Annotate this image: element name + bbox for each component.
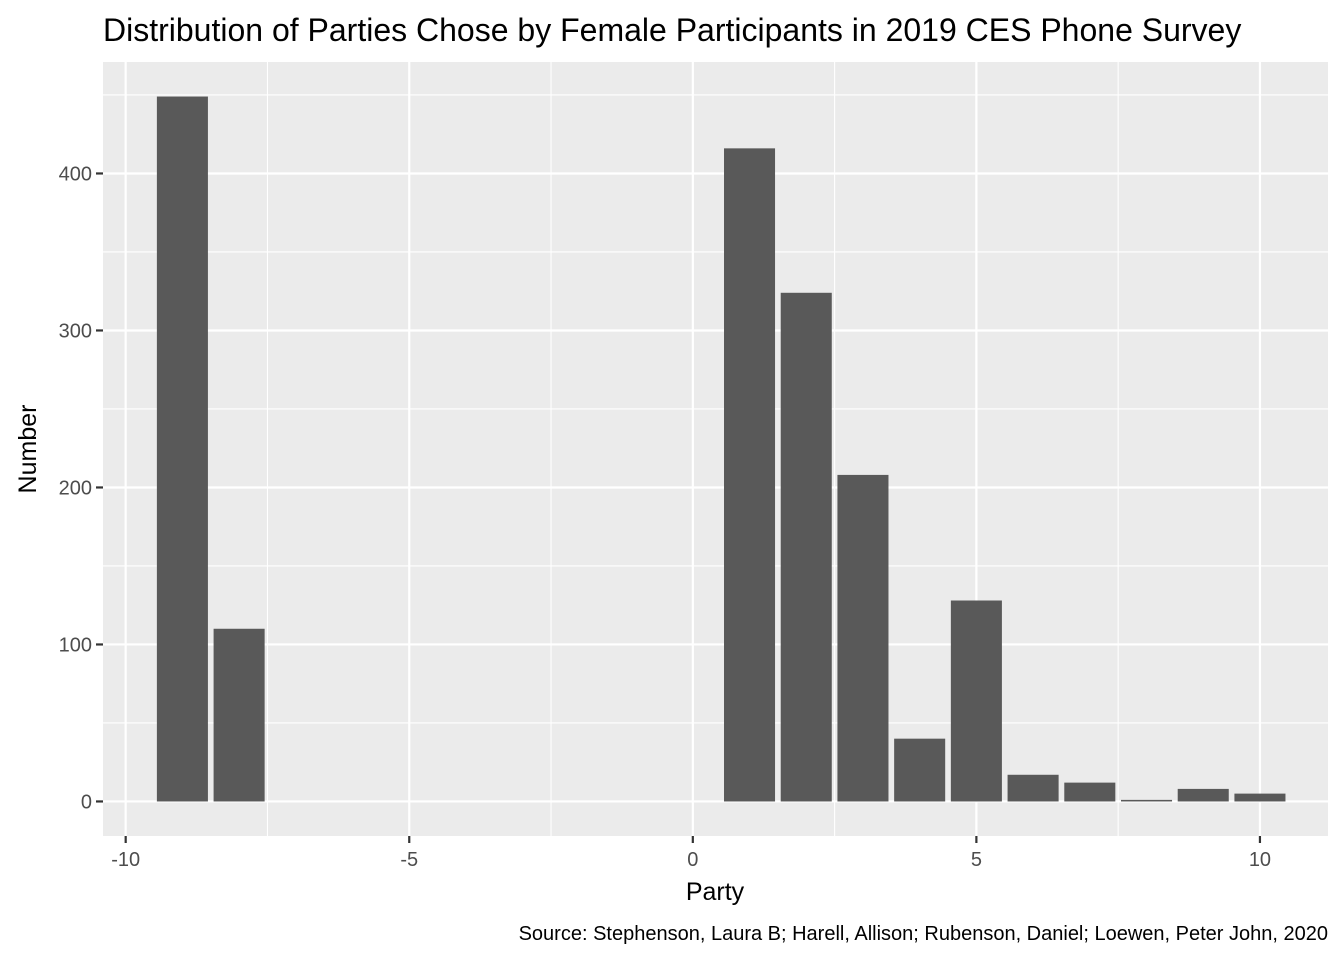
y-tick-label: 400 [59,163,92,185]
x-axis: -10 -5 0 5 10 [111,836,1271,871]
bar [894,738,946,802]
bar [1007,774,1059,802]
bar [1064,782,1116,802]
bar [950,600,1002,802]
bar [1120,799,1173,802]
x-tick-label: 10 [1249,849,1271,871]
x-tick-label: 5 [971,849,982,871]
y-tick-label: 200 [59,477,92,499]
bar [1234,793,1286,802]
x-tick-label: 0 [687,849,698,871]
x-tick-label: -5 [400,849,418,871]
bar [1177,788,1229,802]
y-axis: 0 100 200 300 400 [59,163,103,813]
chart-title: Distribution of Parties Chose by Female … [103,12,1241,48]
bar [156,96,208,802]
x-tick-label: -10 [111,849,140,871]
y-tick-label: 0 [81,791,92,813]
bar [780,292,832,802]
bar [837,474,889,802]
bar [724,148,776,802]
major-gridlines [103,62,1328,836]
y-axis-title: Number [14,405,42,494]
chart-caption: Source: Stephenson, Laura B; Harell, All… [519,923,1328,945]
x-axis-title: Party [686,878,745,906]
bar [213,628,265,802]
y-tick-label: 100 [59,634,92,656]
y-tick-label: 300 [59,320,92,342]
bars [156,96,1286,802]
plot-panel [103,62,1328,836]
minor-gridlines [103,62,1328,836]
